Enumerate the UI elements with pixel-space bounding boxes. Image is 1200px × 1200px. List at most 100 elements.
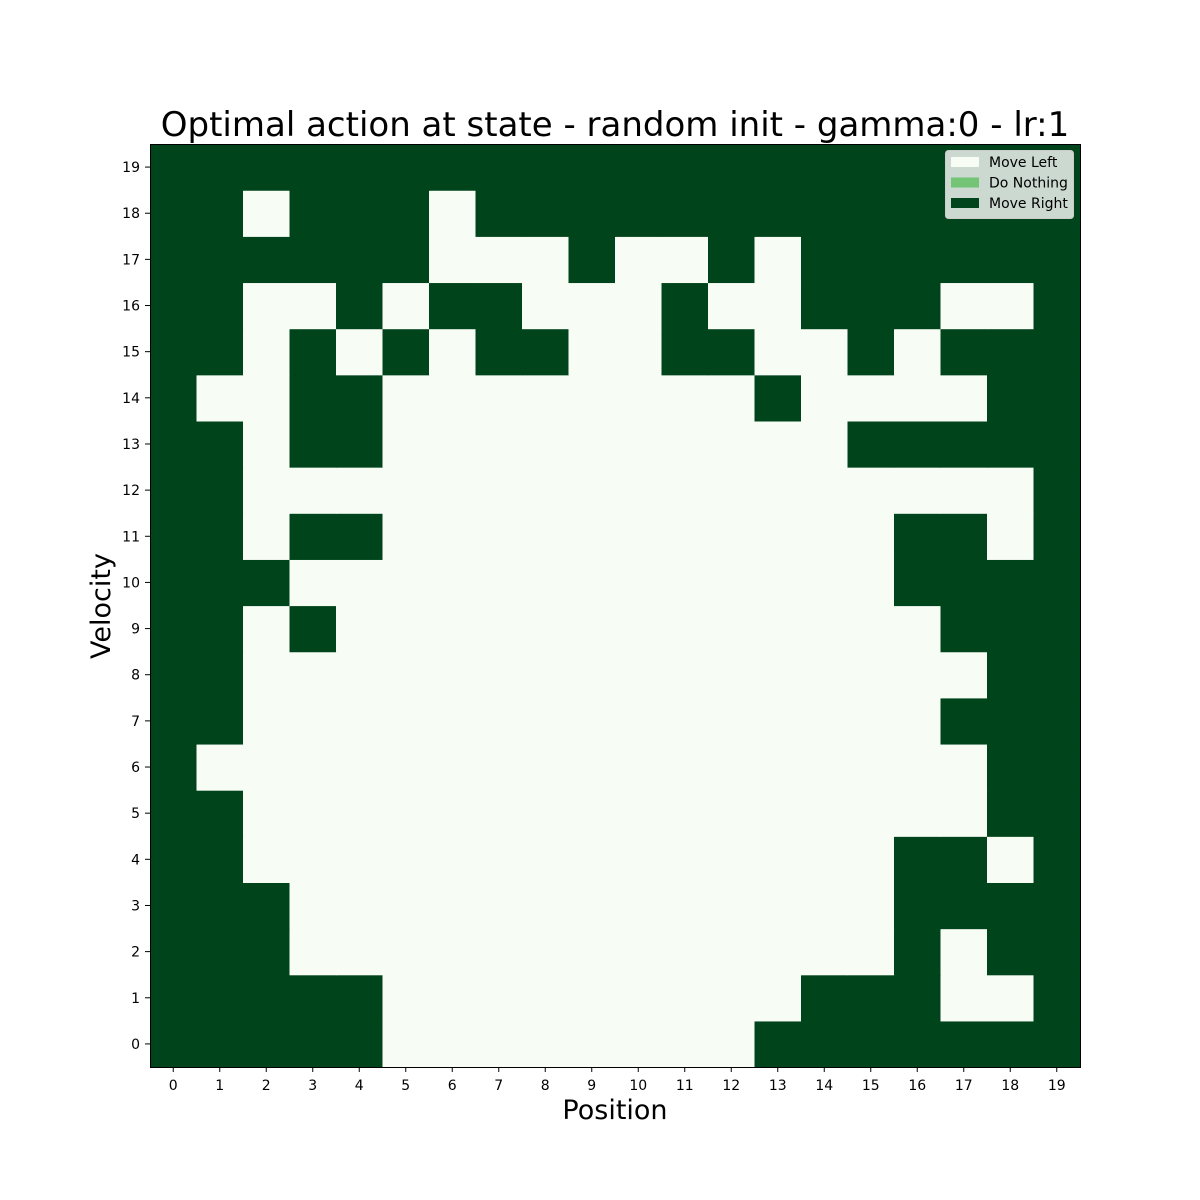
heatmap-cell (940, 282, 988, 330)
heatmap-cell (336, 144, 384, 191)
heatmap-cell (382, 928, 430, 976)
heatmap-cell (615, 513, 663, 560)
heatmap-cell (196, 144, 244, 191)
heatmap-cell (1033, 974, 1081, 1022)
heatmap-cell (615, 882, 663, 930)
heatmap-cell (987, 974, 1035, 1022)
heatmap-cell (475, 467, 523, 514)
heatmap-cell (940, 374, 988, 422)
heatmap-cell (1033, 513, 1081, 560)
heatmap-cell (1033, 467, 1081, 514)
y-tick-label: 5 (131, 806, 140, 822)
heatmap-cell (196, 790, 244, 837)
heatmap-cell (150, 374, 198, 422)
heatmap-cell (475, 190, 523, 237)
heatmap-cell (1033, 651, 1081, 699)
heatmap-cell (150, 190, 198, 237)
heatmap-cell (522, 236, 570, 284)
heatmap-cell (801, 790, 849, 837)
heatmap-cell (661, 282, 709, 330)
x-tick-label: 4 (355, 1078, 364, 1094)
heatmap-cell (1033, 420, 1081, 468)
heatmap-cell (150, 697, 198, 745)
y-tick-label: 18 (122, 206, 140, 222)
heatmap-cell (429, 605, 477, 653)
heatmap-cell (522, 790, 570, 837)
heatmap-cell (568, 328, 616, 376)
heatmap-cell (289, 236, 337, 284)
heatmap-cell (801, 467, 849, 514)
heatmap-cell (708, 282, 756, 330)
heatmap-cell (475, 559, 523, 607)
heatmap-cell (522, 559, 570, 607)
heatmap-cell (429, 974, 477, 1022)
heatmap-cell (940, 743, 988, 791)
heatmap-cell (150, 790, 198, 837)
heatmap-cell (940, 328, 988, 376)
heatmap-cell (429, 513, 477, 560)
heatmap-cell (894, 190, 942, 237)
heatmap-cell (382, 282, 430, 330)
heatmap-cell (754, 328, 802, 376)
heatmap-cell (615, 836, 663, 883)
heatmap-cell (382, 513, 430, 560)
heatmap-cell (150, 236, 198, 284)
heatmap-cell (150, 513, 198, 560)
heatmap-cell (150, 605, 198, 653)
heatmap-cell (1033, 605, 1081, 653)
x-tick-label: 19 (1048, 1078, 1066, 1094)
heatmap-cell (243, 420, 291, 468)
heatmap-cell (1033, 282, 1081, 330)
heatmap-cell (987, 1020, 1035, 1068)
heatmap-cell (754, 697, 802, 745)
x-tick-label: 6 (448, 1078, 457, 1094)
y-tick-label: 12 (122, 483, 140, 499)
heatmap-cell (289, 144, 337, 191)
heatmap-cell (1033, 743, 1081, 791)
heatmap-cell (1033, 559, 1081, 607)
heatmap-cell (847, 328, 895, 376)
heatmap-cell (336, 328, 384, 376)
heatmap-cells (150, 144, 1081, 1068)
y-tick-label: 9 (131, 622, 140, 638)
heatmap-cell (940, 605, 988, 653)
heatmap-cell (522, 328, 570, 376)
heatmap-cell (475, 836, 523, 883)
heatmap-cell (754, 651, 802, 699)
heatmap-cell (336, 928, 384, 976)
heatmap-cell (243, 836, 291, 883)
y-tick-label: 16 (122, 299, 140, 315)
heatmap-cell (1033, 882, 1081, 930)
heatmap-cell (847, 467, 895, 514)
heatmap-cell (429, 190, 477, 237)
heatmap-cell (661, 1020, 709, 1068)
heatmap-cell (847, 974, 895, 1022)
heatmap-cell (568, 743, 616, 791)
heatmap-cell (568, 513, 616, 560)
heatmap-cell (754, 605, 802, 653)
heatmap-cell (894, 282, 942, 330)
heatmap-cell (708, 928, 756, 976)
heatmap-cell (522, 882, 570, 930)
heatmap-cell (708, 374, 756, 422)
heatmap-cell (429, 467, 477, 514)
heatmap-cell (847, 1020, 895, 1068)
heatmap-cell (987, 697, 1035, 745)
heatmap-cell (336, 974, 384, 1022)
x-tick-label: 12 (722, 1078, 740, 1094)
heatmap-cell (987, 236, 1035, 284)
heatmap-cell (987, 882, 1035, 930)
heatmap-cell (150, 651, 198, 699)
y-tick-label: 15 (122, 345, 140, 361)
heatmap-cell (708, 790, 756, 837)
heatmap-cell (940, 513, 988, 560)
heatmap-cell (987, 836, 1035, 883)
heatmap-cell (987, 928, 1035, 976)
x-tick-label: 10 (629, 1078, 647, 1094)
heatmap-cell (336, 559, 384, 607)
y-tick-label: 0 (131, 1037, 140, 1053)
heatmap-cell (336, 467, 384, 514)
heatmap-cell (708, 1020, 756, 1068)
x-axis-ticks: 0 1 2 3 4 5 6 7 8 9 10 11 12 13 14 15 16 17 18 19 (169, 1067, 1066, 1094)
